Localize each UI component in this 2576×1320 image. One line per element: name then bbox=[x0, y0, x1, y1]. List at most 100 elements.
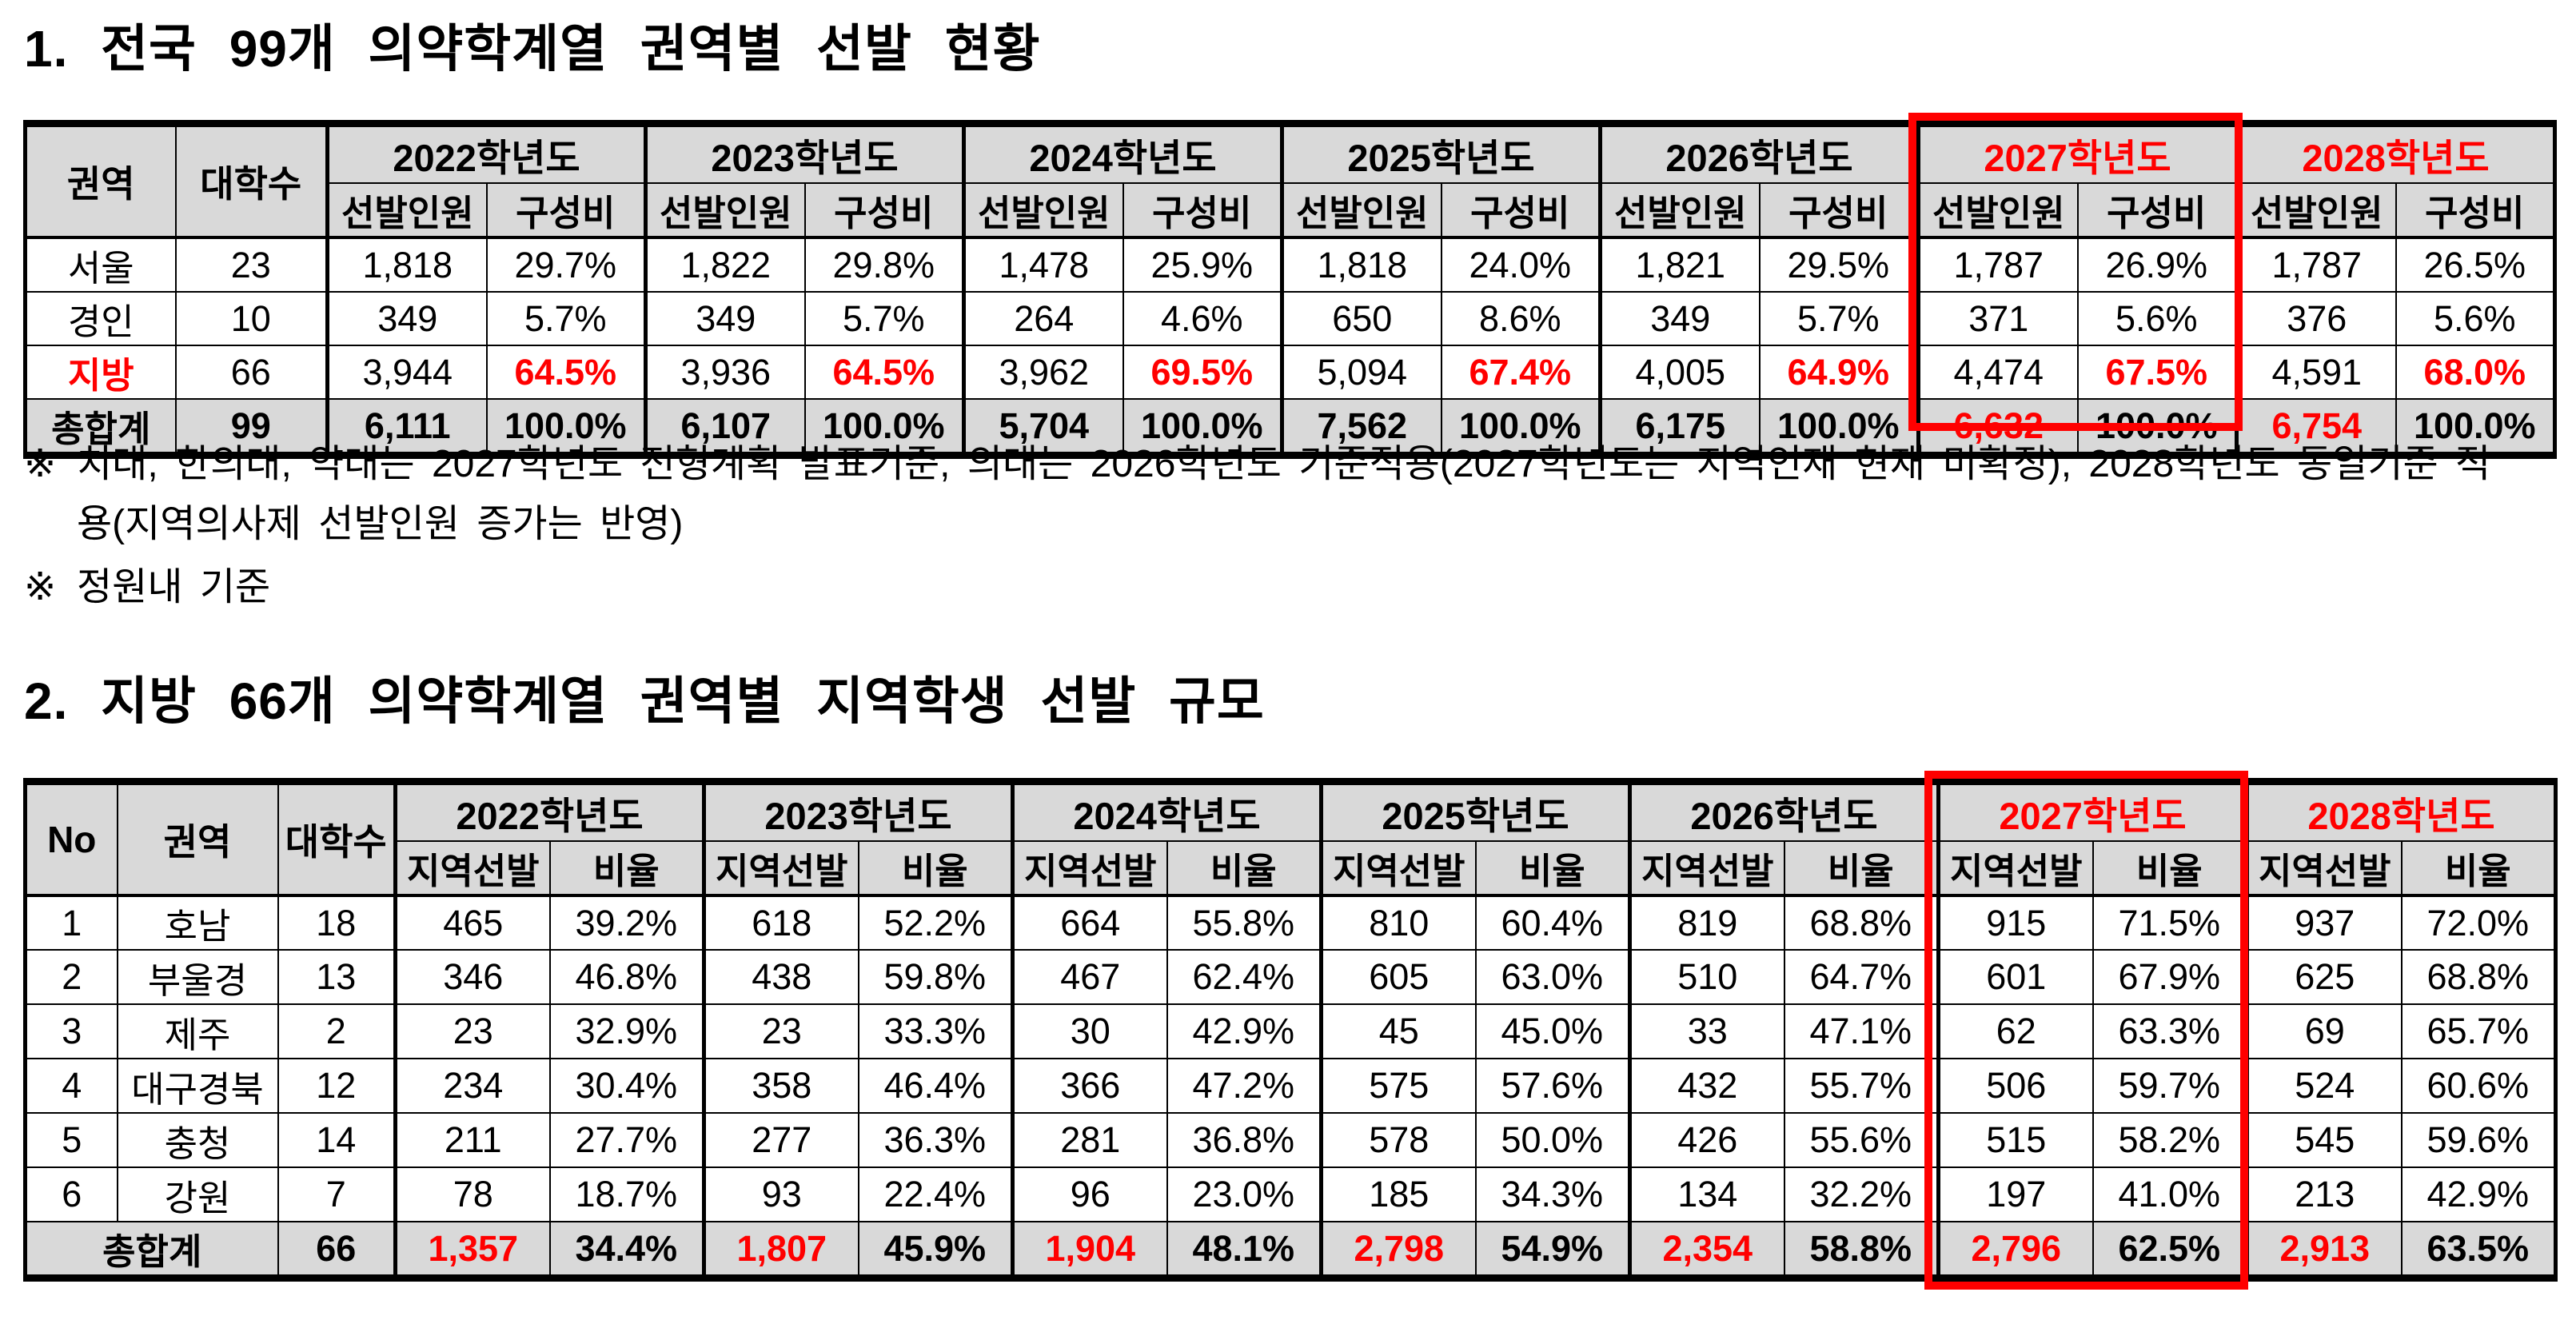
table1-body: 서울 23 1,818 29.7% 1,822 29.8% 1,478 25.9… bbox=[24, 237, 2556, 400]
region-cell: 지방 bbox=[24, 345, 177, 400]
regional-enroll-cell: 545 bbox=[2245, 1112, 2403, 1168]
enroll-value-cell: 1,818 bbox=[1280, 237, 1442, 293]
ratio-value-cell: 63.0% bbox=[1474, 949, 1631, 1005]
enroll-value-cell: 4,005 bbox=[1598, 345, 1761, 400]
col-header-region: 권역 bbox=[24, 122, 177, 239]
col-header-enroll: 선발인원 bbox=[644, 182, 806, 239]
total-ratio-cell: 48.1% bbox=[1166, 1221, 1322, 1279]
univ-count-cell: 12 bbox=[277, 1058, 397, 1114]
region-cell: 충청 bbox=[116, 1112, 279, 1168]
row-number-cell: 1 bbox=[24, 895, 118, 951]
ratio-value-cell: 27.7% bbox=[548, 1112, 705, 1168]
footnotes: ※ 치대, 한의대, 약대는 2027학년도 전형계획 발표기준, 의대는 20… bbox=[24, 434, 2558, 620]
table2-row: 2 부울경 13 346 46.8% 438 59.8% 467 62.4% 6… bbox=[24, 949, 2557, 1005]
ratio-value-cell: 67.4% bbox=[1440, 345, 1601, 400]
row-number-cell: 3 bbox=[24, 1003, 118, 1059]
ratio-value-cell: 64.7% bbox=[1783, 949, 1940, 1005]
ratio-value-cell: 50.0% bbox=[1474, 1112, 1631, 1168]
year-header: 2028학년도 bbox=[2235, 122, 2556, 184]
ratio-value-cell: 5.7% bbox=[485, 291, 647, 346]
total-ratio-cell: 54.9% bbox=[1474, 1221, 1631, 1279]
total-ratio-cell: 34.4% bbox=[548, 1221, 705, 1279]
col-header-ratio: 비율 bbox=[2092, 840, 2248, 897]
ratio-value-cell: 30.4% bbox=[548, 1058, 705, 1114]
ratio-value-cell: 65.7% bbox=[2400, 1003, 2557, 1059]
total-enroll-cell: 6,754 bbox=[2235, 398, 2397, 457]
col-header-ratio: 비율 bbox=[1166, 840, 1322, 897]
regional-enroll-cell: 366 bbox=[1011, 1058, 1168, 1114]
enroll-value-cell: 264 bbox=[962, 291, 1124, 346]
univ-count-cell: 7 bbox=[277, 1166, 397, 1222]
row-number-cell: 5 bbox=[24, 1112, 118, 1168]
regional-enroll-cell: 432 bbox=[1628, 1058, 1785, 1114]
enroll-value-cell: 3,936 bbox=[644, 345, 806, 400]
enroll-value-cell: 349 bbox=[1598, 291, 1761, 346]
region-cell: 서울 bbox=[24, 237, 177, 293]
total-label-cell: 총합계 bbox=[24, 398, 177, 457]
enroll-value-cell: 1,822 bbox=[644, 237, 806, 293]
total-regional-enroll-cell: 1,904 bbox=[1011, 1221, 1168, 1279]
regional-enroll-cell: 33 bbox=[1628, 1003, 1785, 1059]
regional-enroll-cell: 78 bbox=[393, 1166, 551, 1222]
ratio-value-cell: 55.8% bbox=[1166, 895, 1322, 951]
ratio-value-cell: 24.0% bbox=[1440, 237, 1601, 293]
year-header: 2026학년도 bbox=[1628, 780, 1940, 842]
ratio-value-cell: 64.5% bbox=[485, 345, 647, 400]
ratio-value-cell: 63.3% bbox=[2092, 1003, 2248, 1059]
col-header-ratio: 구성비 bbox=[804, 182, 965, 239]
col-header-regional-enroll: 지역선발 bbox=[2245, 840, 2403, 897]
total-label-cell: 총합계 bbox=[24, 1221, 279, 1279]
col-header-enroll: 선발인원 bbox=[2235, 182, 2397, 239]
table2-body: 1 호남 18 465 39.2% 618 52.2% 664 55.8% 81… bbox=[24, 895, 2557, 1222]
univ-count-cell: 14 bbox=[277, 1112, 397, 1168]
region-cell: 경인 bbox=[24, 291, 177, 346]
col-header-ratio: 구성비 bbox=[1758, 182, 1920, 239]
total-regional-enroll-cell: 1,357 bbox=[393, 1221, 551, 1279]
table2-row: 4 대구경북 12 234 30.4% 358 46.4% 366 47.2% … bbox=[24, 1058, 2557, 1114]
year-header: 2022학년도 bbox=[393, 780, 705, 842]
regional-enroll-cell: 23 bbox=[393, 1003, 551, 1059]
row-number-cell: 6 bbox=[24, 1166, 118, 1222]
row-number-cell: 4 bbox=[24, 1058, 118, 1114]
enroll-value-cell: 4,474 bbox=[1916, 345, 2079, 400]
total-ratio-cell: 100.0% bbox=[1440, 398, 1601, 457]
table1-row: 서울 23 1,818 29.7% 1,822 29.8% 1,478 25.9… bbox=[24, 237, 2556, 293]
table1-row: 경인 10 349 5.7% 349 5.7% 264 4.6% 650 8.6… bbox=[24, 291, 2556, 346]
col-header-ratio: 비율 bbox=[1474, 840, 1631, 897]
col-header-ratio: 구성비 bbox=[2076, 182, 2238, 239]
year-header: 2023학년도 bbox=[644, 122, 965, 184]
regional-enroll-cell: 281 bbox=[1011, 1112, 1168, 1168]
ratio-value-cell: 46.4% bbox=[857, 1058, 1014, 1114]
year-header: 2022학년도 bbox=[325, 122, 647, 184]
ratio-value-cell: 60.6% bbox=[2400, 1058, 2557, 1114]
ratio-value-cell: 72.0% bbox=[2400, 895, 2557, 951]
col-header-enroll: 선발인원 bbox=[962, 182, 1124, 239]
year-header: 2023학년도 bbox=[702, 780, 1014, 842]
total-enroll-cell: 7,562 bbox=[1280, 398, 1442, 457]
enroll-value-cell: 1,821 bbox=[1598, 237, 1761, 293]
col-header-univ-count: 대학수 bbox=[174, 122, 329, 239]
ratio-value-cell: 41.0% bbox=[2092, 1166, 2248, 1222]
regional-enroll-cell: 510 bbox=[1628, 949, 1785, 1005]
regional-enroll-cell: 605 bbox=[1319, 949, 1477, 1005]
enroll-value-cell: 349 bbox=[644, 291, 806, 346]
ratio-value-cell: 32.2% bbox=[1783, 1166, 1940, 1222]
univ-count-cell: 18 bbox=[277, 895, 397, 951]
total-enroll-cell: 5,704 bbox=[962, 398, 1124, 457]
col-header-regional-enroll: 지역선발 bbox=[1319, 840, 1477, 897]
regional-enroll-cell: 915 bbox=[1936, 895, 2094, 951]
univ-count-cell: 10 bbox=[174, 291, 329, 346]
ratio-value-cell: 29.7% bbox=[485, 237, 647, 293]
table2-row: 1 호남 18 465 39.2% 618 52.2% 664 55.8% 81… bbox=[24, 895, 2557, 951]
ratio-value-cell: 36.3% bbox=[857, 1112, 1014, 1168]
ratio-value-cell: 59.7% bbox=[2092, 1058, 2248, 1114]
regional-enroll-cell: 506 bbox=[1936, 1058, 2094, 1114]
regional-enroll-cell: 69 bbox=[2245, 1003, 2403, 1059]
ratio-value-cell: 46.8% bbox=[548, 949, 705, 1005]
enroll-value-cell: 5,094 bbox=[1280, 345, 1442, 400]
total-regional-enroll-cell: 2,796 bbox=[1936, 1221, 2094, 1279]
year-header: 2026학년도 bbox=[1598, 122, 1920, 184]
total-ratio-cell: 62.5% bbox=[2092, 1221, 2248, 1279]
regional-enroll-cell: 578 bbox=[1319, 1112, 1477, 1168]
ratio-value-cell: 58.2% bbox=[2092, 1112, 2248, 1168]
